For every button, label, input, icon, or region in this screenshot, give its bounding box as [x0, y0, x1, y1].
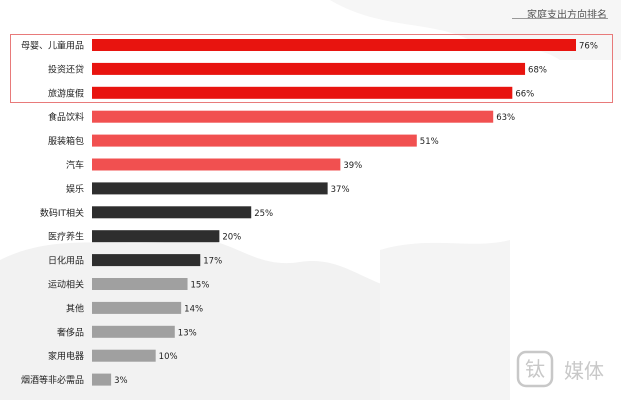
category-label: 其他 — [66, 302, 84, 314]
svg-text:钛: 钛 — [525, 357, 545, 381]
svg-text:媒体: 媒体 — [564, 359, 604, 383]
value-label: 10% — [159, 352, 178, 362]
category-label: 日化用品 — [48, 255, 84, 267]
value-label: 68% — [528, 65, 547, 75]
bar — [92, 278, 188, 290]
value-label: 25% — [254, 209, 273, 219]
value-label: 15% — [191, 281, 210, 291]
highlight-box-top3 — [10, 34, 613, 103]
chart-title: 家庭支出方向排名 — [527, 10, 607, 21]
bar — [92, 301, 182, 314]
value-label: 13% — [178, 328, 197, 338]
value-label: 14% — [184, 304, 203, 314]
bar — [92, 134, 417, 147]
bar — [92, 39, 576, 51]
bar — [92, 349, 156, 362]
category-label: 数码IT相关 — [40, 207, 84, 219]
title-underline — [512, 18, 608, 19]
category-label: 奢侈品 — [57, 326, 84, 338]
category-label: 服装箱包 — [48, 135, 84, 147]
value-label: 76% — [579, 42, 598, 52]
bar — [92, 230, 220, 243]
bar — [92, 158, 341, 171]
category-label: 运动相关 — [48, 279, 84, 291]
bar — [92, 325, 175, 338]
tmtpost-logo: 钛 媒体 — [516, 350, 604, 388]
value-label: 37% — [331, 185, 350, 195]
value-label: 39% — [343, 161, 362, 171]
bar — [92, 110, 494, 123]
category-label: 母婴、儿童用品 — [21, 40, 84, 52]
value-label: 3% — [114, 376, 128, 386]
value-label: 51% — [420, 137, 439, 147]
bar — [92, 86, 513, 99]
category-label: 医疗养生 — [48, 231, 84, 243]
value-label: 63% — [496, 113, 515, 123]
category-label: 娱乐 — [66, 183, 84, 195]
category-label: 旅游度假 — [48, 87, 84, 99]
bar — [92, 62, 526, 75]
category-label: 食品饮料 — [48, 111, 84, 123]
value-label: 20% — [222, 233, 241, 243]
bar — [92, 254, 201, 267]
bar — [92, 206, 252, 219]
category-label: 投资还贷 — [48, 63, 84, 75]
bar — [92, 182, 328, 195]
category-label: 烟酒等非必需品 — [21, 374, 84, 386]
bar — [92, 373, 112, 386]
category-label: 家用电器 — [48, 350, 84, 362]
category-label: 汽车 — [66, 159, 84, 171]
value-label: 17% — [203, 257, 222, 267]
value-label: 66% — [515, 89, 534, 99]
